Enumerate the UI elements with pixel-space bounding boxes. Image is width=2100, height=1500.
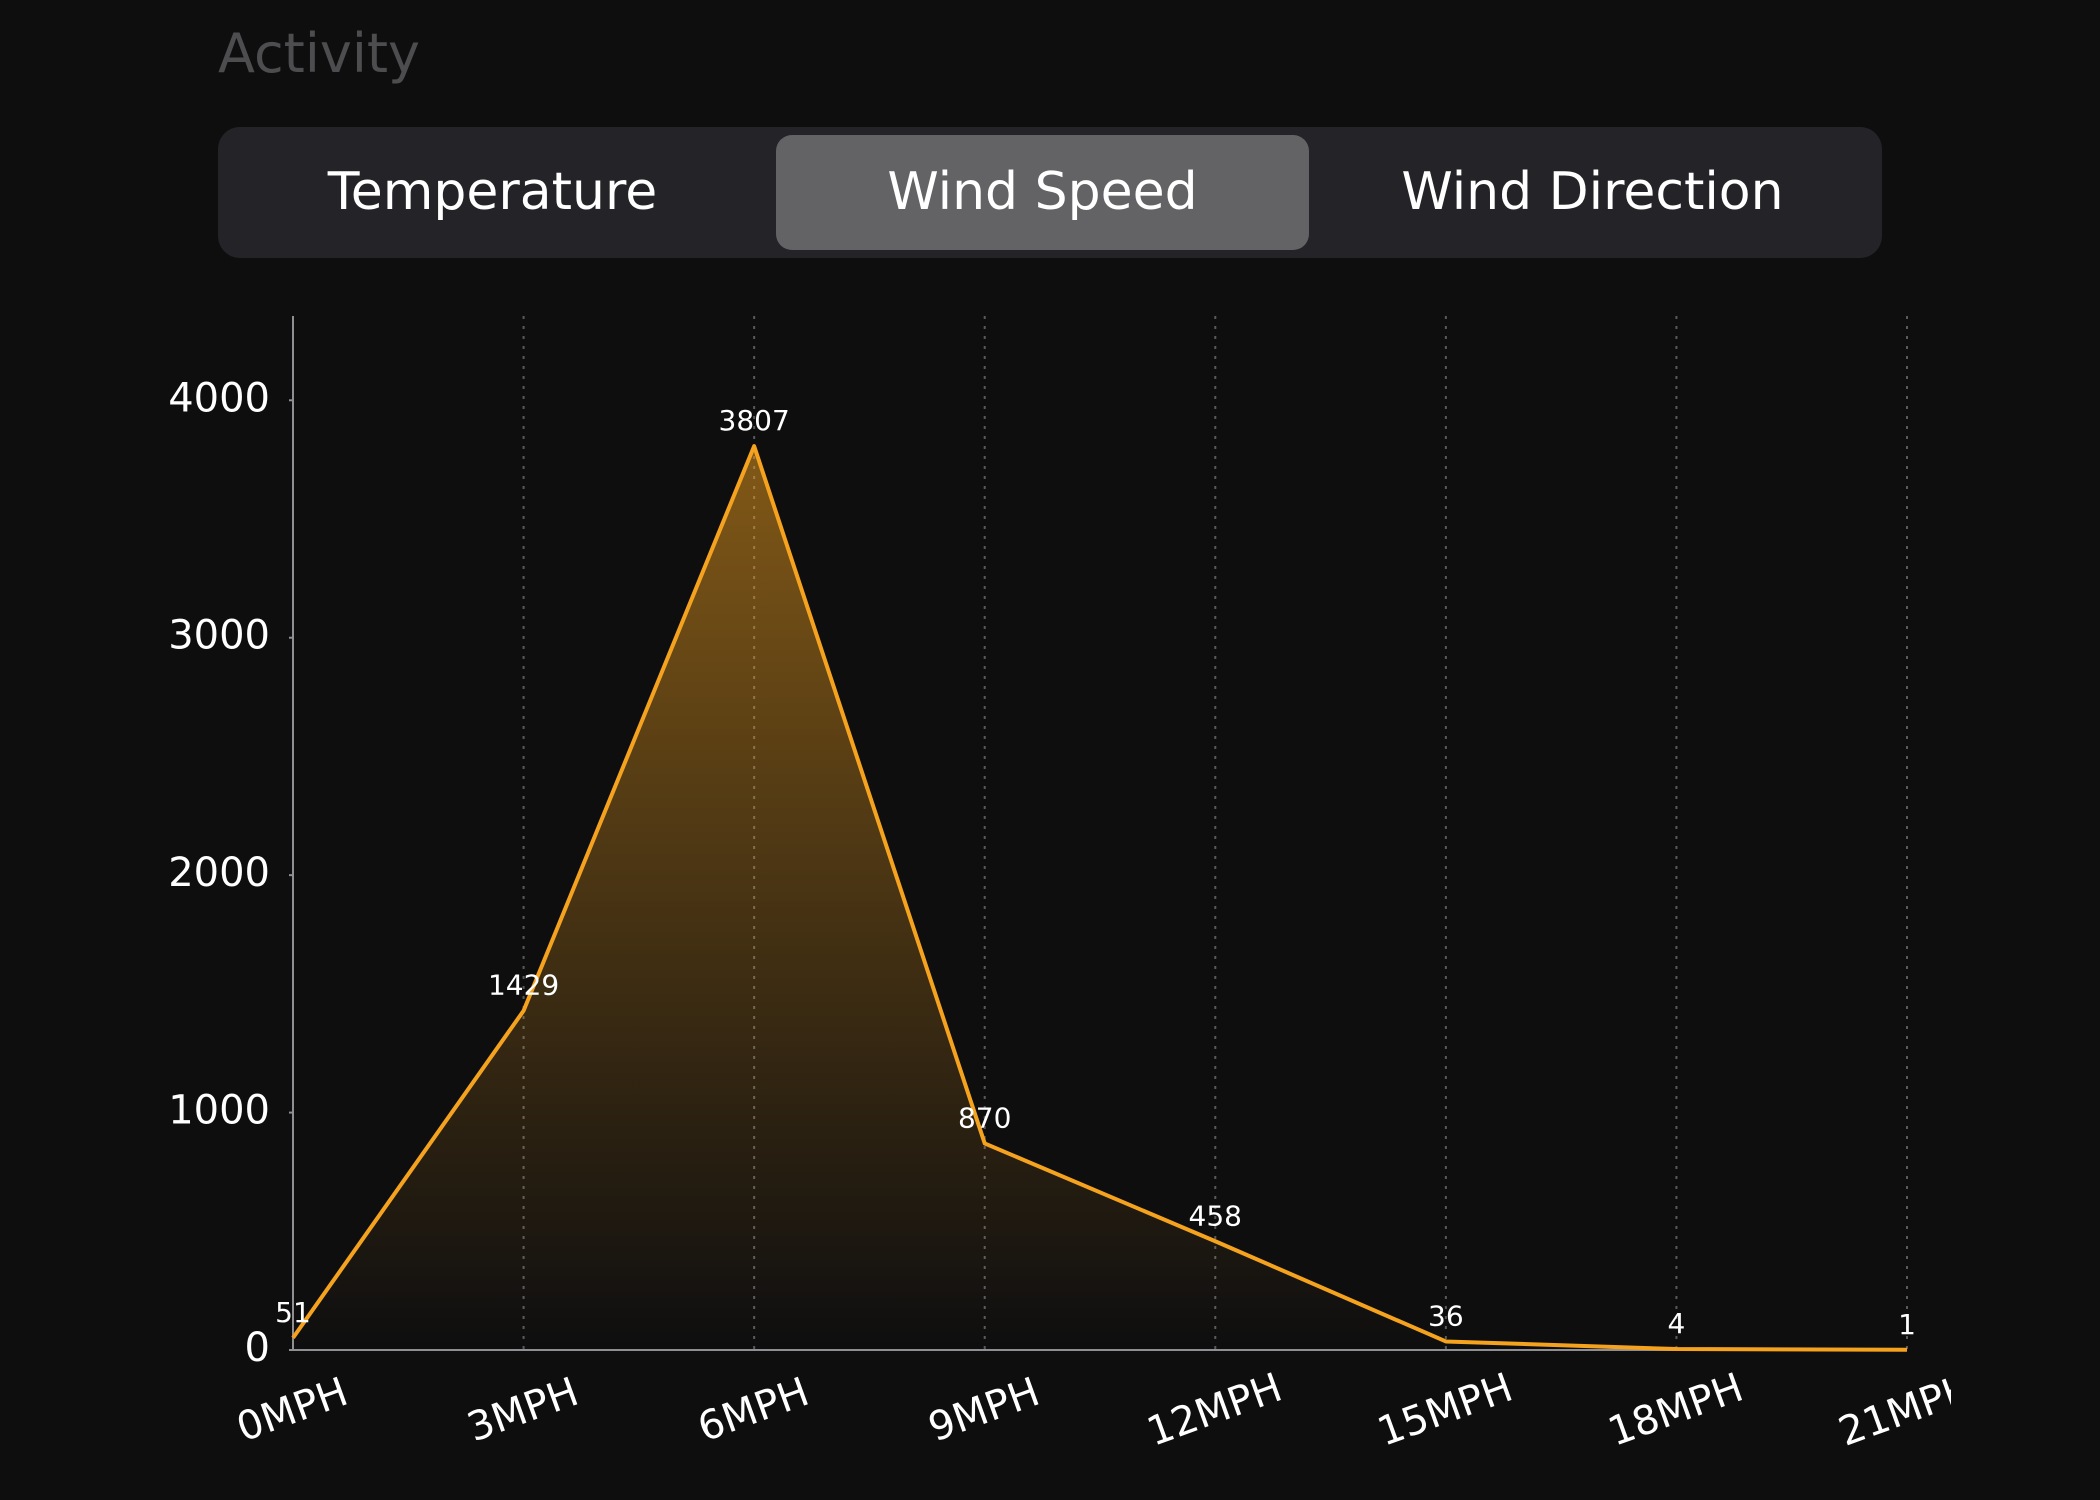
data-label: 3807 [719,404,790,437]
data-label: 51 [275,1296,311,1329]
x-tick-label: 12MPH [1141,1365,1288,1456]
x-tick-label: 21MPH [1833,1365,1980,1456]
y-tick-label: 1000 [168,1088,270,1134]
area [293,446,1907,1350]
x-tick-label: 0MPH [231,1369,354,1451]
data-label: 870 [958,1101,1011,1134]
tab[interactable]: Wind Speed [776,135,1309,250]
section-title: Activity [218,22,420,85]
data-label: 1 [1898,1308,1916,1341]
tab[interactable]: Wind Direction [1401,162,1784,222]
segmented-control: Temperature Wind Speed Wind Direction [218,127,1882,258]
x-tick-label: 15MPH [1372,1365,1519,1456]
y-tick-label: 3000 [168,613,270,659]
y-tick-label: 4000 [168,375,270,421]
line [291,444,1908,1352]
x-tick-label: 6MPH [692,1369,815,1451]
tab[interactable]: Temperature [327,162,658,222]
x-tick-label: 18MPH [1602,1365,1749,1456]
data-label: 1429 [488,969,559,1002]
y-tick-label: 2000 [168,850,270,896]
data-label: 4 [1668,1307,1686,1340]
x-tick-label: 3MPH [461,1369,584,1451]
data-label: 458 [1189,1199,1242,1232]
data-label: 36 [1428,1299,1464,1332]
x-tick-label: 9MPH [923,1369,1046,1451]
y-tick-label: 0 [245,1325,270,1371]
